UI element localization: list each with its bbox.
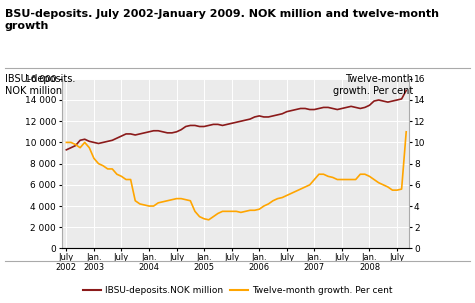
- Text: Twelve-month
growth. Per cent: Twelve-month growth. Per cent: [333, 74, 413, 96]
- Legend: IBSU-deposits.NOK million, Twelve-month growth. Per cent: IBSU-deposits.NOK million, Twelve-month …: [79, 282, 396, 298]
- Text: IBSU-deposits.
NOK million: IBSU-deposits. NOK million: [5, 74, 75, 96]
- Text: BSU-deposits. July 2002-January 2009. NOK million and twelve-month
growth: BSU-deposits. July 2002-January 2009. NO…: [5, 9, 439, 31]
